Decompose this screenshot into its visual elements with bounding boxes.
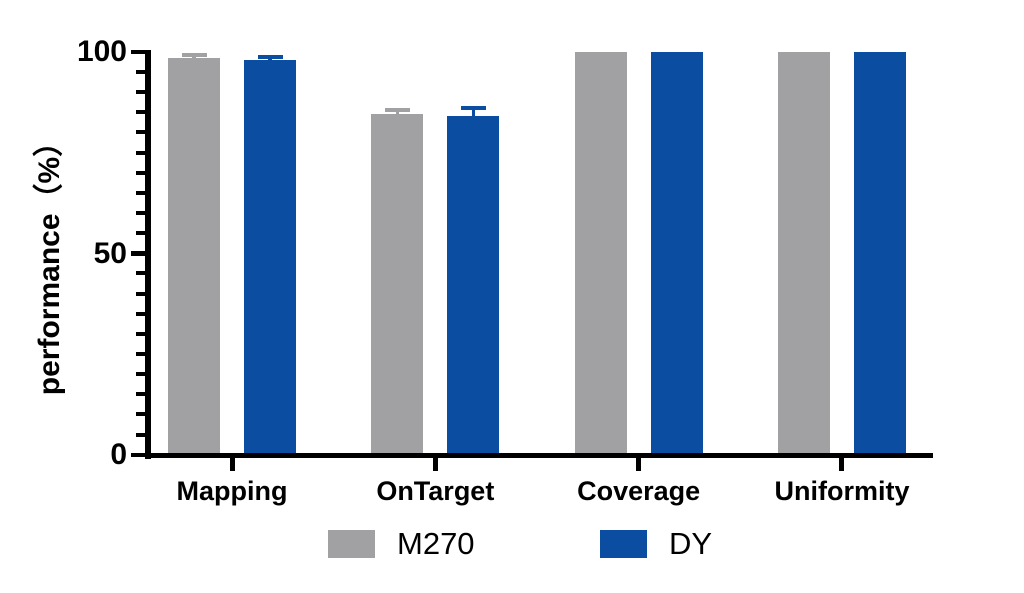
y-minor-tick (136, 291, 145, 296)
y-minor-tick (136, 170, 145, 175)
y-minor-tick (136, 352, 145, 356)
legend-label-m270: M270 (397, 526, 475, 561)
x-category-label: OnTarget (376, 476, 495, 506)
legend-swatch-m270 (328, 530, 375, 558)
y-minor-tick (136, 392, 145, 397)
y-tick-label: 0 (110, 438, 127, 471)
x-category-tick (636, 458, 642, 471)
legend-swatch-dy (600, 530, 647, 558)
x-category-tick (229, 458, 235, 471)
y-minor-tick (136, 311, 145, 316)
error-bar-cap (460, 106, 486, 111)
y-tick-label: 100 (76, 35, 127, 68)
y-tick-label: 50 (93, 236, 127, 270)
y-major-tick (131, 452, 145, 458)
bar-m270-ontarget (371, 114, 424, 455)
x-category-tick (839, 458, 845, 471)
error-bar-stem (268, 56, 272, 63)
legend-item-m270: M270 (328, 526, 475, 562)
x-category-tick (432, 458, 438, 471)
bar-m270-mapping (168, 58, 220, 455)
error-bar-cap (384, 108, 410, 113)
y-minor-tick (136, 432, 145, 437)
bar-dy-mapping (244, 60, 296, 455)
error-bar-cap (181, 52, 207, 57)
y-minor-tick (136, 190, 145, 195)
error-bar-stem (395, 110, 400, 117)
x-category-label: Coverage (577, 476, 701, 506)
y-minor-tick (136, 372, 145, 377)
y-minor-tick (136, 130, 145, 135)
x-axis-line (145, 452, 933, 458)
bar-dy-ontarget (447, 116, 500, 455)
y-minor-tick (136, 210, 145, 215)
y-minor-tick (136, 150, 145, 155)
y-major-tick (131, 251, 145, 256)
legend-item-dy: DY (600, 526, 712, 562)
error-bar-stem (192, 54, 196, 61)
y-minor-tick (136, 331, 145, 336)
x-category-label: Uniformity (774, 476, 910, 506)
y-minor-tick (136, 231, 145, 236)
error-bar-stem (471, 108, 476, 119)
y-minor-tick (136, 69, 145, 74)
y-minor-tick (136, 271, 145, 276)
y-minor-tick (136, 412, 145, 417)
bar-m270-uniformity (777, 52, 830, 455)
y-minor-tick (136, 110, 145, 115)
y-minor-tick (136, 90, 145, 95)
x-category-label: Mapping (176, 476, 288, 506)
y-major-tick (131, 49, 145, 55)
y-axis-line (145, 49, 151, 459)
bar-dy-uniformity (853, 52, 906, 455)
error-bar-cap (257, 54, 283, 59)
legend-label-dy: DY (669, 526, 713, 561)
bar-dy-coverage (650, 52, 703, 455)
bar-m270-coverage (574, 52, 627, 455)
